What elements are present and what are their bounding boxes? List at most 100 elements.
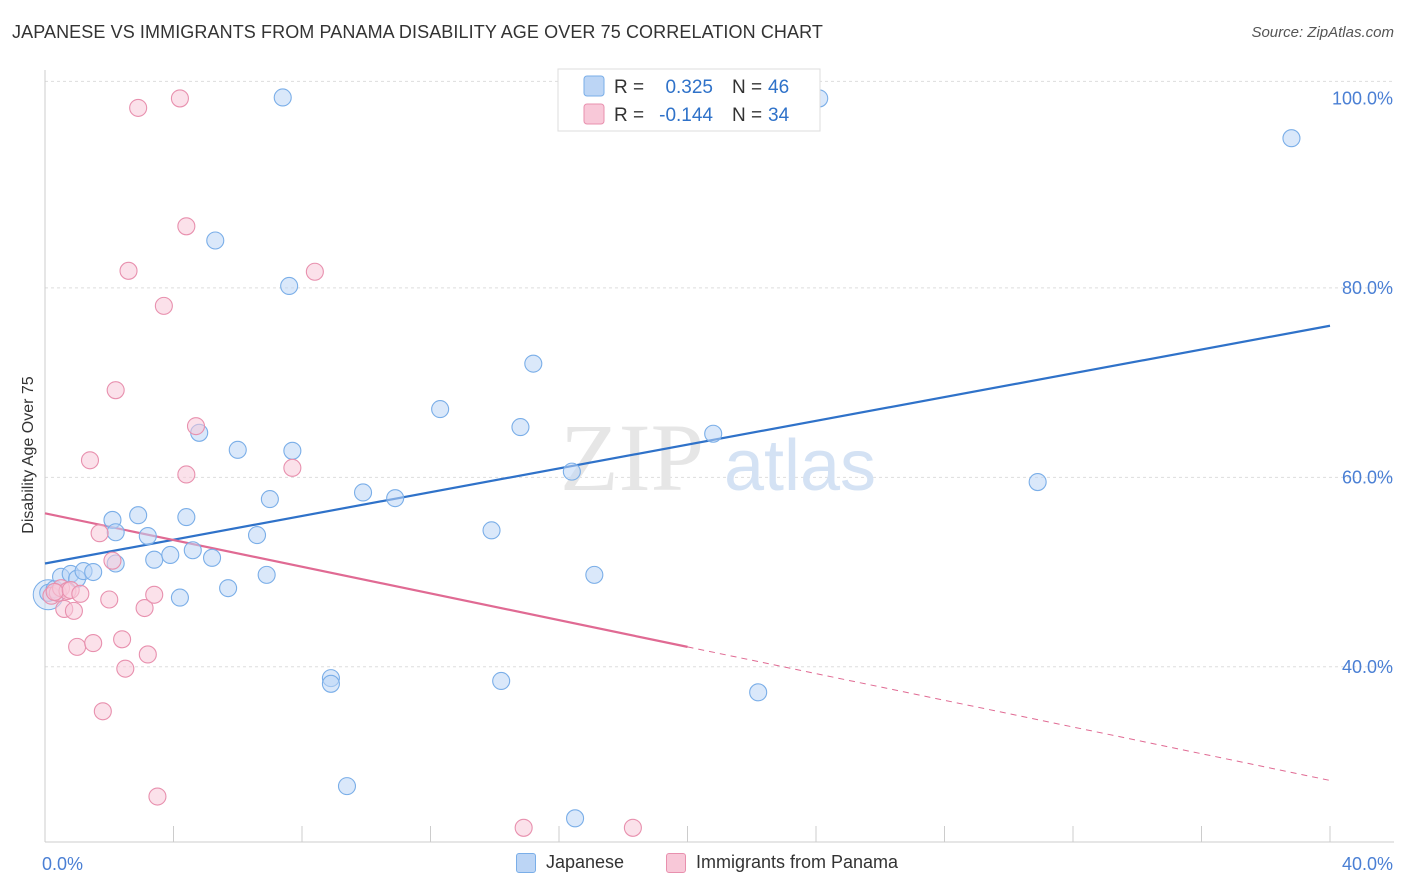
legend-item-panama: Immigrants from Panama [666,852,898,873]
stats-r-value-0: 0.325 [665,77,713,98]
point-panama-11 [100,590,119,609]
y-tick-label-1: 60.0% [1342,467,1393,487]
stats-n-label-0: N = [732,77,762,98]
tick-labels: 40.0% 60.0% 80.0% 100.0% 0.0% 40.0% [42,88,1393,874]
point-japanese-33 [431,400,450,419]
point-japanese-42 [749,683,768,702]
stats-legend: R = 0.325 N = 46 R = -0.144 N = 34 [557,68,821,132]
legend-label-japanese: Japanese [546,852,625,872]
point-japanese-27 [283,441,302,460]
point-japanese-35 [492,671,511,691]
point-japanese-9 [106,523,125,542]
point-panama-10 [93,702,112,721]
point-japanese-25 [273,88,292,107]
point-japanese-34 [482,521,501,540]
point-japanese-13 [161,545,180,565]
point-japanese-26 [280,276,299,296]
point-japanese-44 [1028,472,1047,492]
watermark-zip: ZIP [560,404,704,511]
axes [44,70,1394,843]
gridlines [45,80,1394,668]
stats-swatch-0 [583,75,605,97]
point-japanese-23 [257,565,276,584]
point-panama-6 [68,637,87,656]
stats-r-label-1: R = [614,105,644,126]
x-tick-label-1: 40.0% [1342,854,1393,874]
watermark: ZIP atlas [560,404,876,511]
point-japanese-16 [183,541,202,560]
point-japanese-45 [1282,129,1301,148]
point-panama-27 [283,458,302,477]
y-tick-label-0: 40.0% [1342,657,1393,677]
point-japanese-21 [228,440,247,459]
point-panama-31 [45,582,64,601]
point-panama-29 [514,818,533,837]
point-panama-28 [305,262,324,281]
point-japanese-22 [247,526,267,545]
watermark-atlas: atlas [724,426,876,506]
series-legend: Japanese Immigrants from Panama [0,852,1406,878]
trend-line-0 [44,324,1331,565]
point-panama-8 [84,634,103,653]
point-japanese-29 [321,674,340,693]
legend-item-japanese: Japanese [516,852,624,873]
legend-swatch-panama [666,852,686,873]
point-japanese-30 [337,777,357,796]
point-panama-13 [106,381,125,400]
stats-n-label-1: N = [732,105,762,126]
point-panama-18 [135,598,154,618]
point-panama-17 [129,98,148,117]
point-panama-33 [71,584,90,603]
point-panama-7 [80,451,100,470]
point-japanese-12 [145,550,164,569]
point-japanese-32 [386,489,405,508]
y-axis-label: Disability Age Over 75 [20,376,37,534]
point-japanese-39 [562,462,581,481]
trend-lines [44,324,1331,781]
point-japanese-19 [206,231,225,250]
stats-r-value-1: -0.144 [659,105,713,126]
point-panama-12 [103,551,122,570]
point-japanese-38 [566,809,585,828]
point-panama-22 [154,296,173,315]
point-japanese-6 [84,562,103,582]
point-japanese-24 [260,490,279,509]
legend-label-panama: Immigrants from Panama [696,852,899,872]
point-japanese-41 [704,424,723,443]
point-japanese-14 [170,588,189,607]
point-japanese-31 [353,483,373,502]
point-panama-5 [64,601,83,620]
stats-swatch-1 [583,103,605,125]
point-panama-23 [170,89,189,108]
chart-title: JAPANESE VS IMMIGRANTS FROM PANAMA DISAB… [12,22,824,42]
y-tick-label-2: 80.0% [1342,278,1393,298]
data-points [32,88,1301,837]
point-panama-16 [119,261,138,280]
point-japanese-11 [138,526,157,546]
point-panama-30 [623,818,642,837]
stats-n-value-0: 46 [768,77,789,98]
point-japanese-20 [219,579,238,598]
y-tick-label-3: 100.0% [1332,88,1393,108]
point-japanese-37 [524,354,543,373]
stats-n-value-1: 34 [768,105,790,126]
point-japanese-36 [511,418,530,437]
point-panama-14 [113,630,132,649]
point-panama-21 [148,787,167,806]
point-panama-9 [90,524,109,543]
point-panama-15 [116,659,135,678]
point-japanese-15 [177,508,196,527]
x-tick-label-0: 0.0% [42,854,83,874]
stats-r-label-0: R = [614,77,644,98]
point-panama-25 [177,217,196,236]
point-japanese-10 [129,506,148,525]
legend-swatch-japanese [516,852,536,873]
point-panama-20 [145,585,164,604]
point-japanese-40 [585,565,604,584]
source-label: Source: ZipAtlas.com [1251,24,1394,41]
point-panama-26 [186,417,206,436]
point-japanese-18 [203,548,222,567]
point-panama-19 [138,645,157,664]
point-panama-24 [177,465,196,484]
